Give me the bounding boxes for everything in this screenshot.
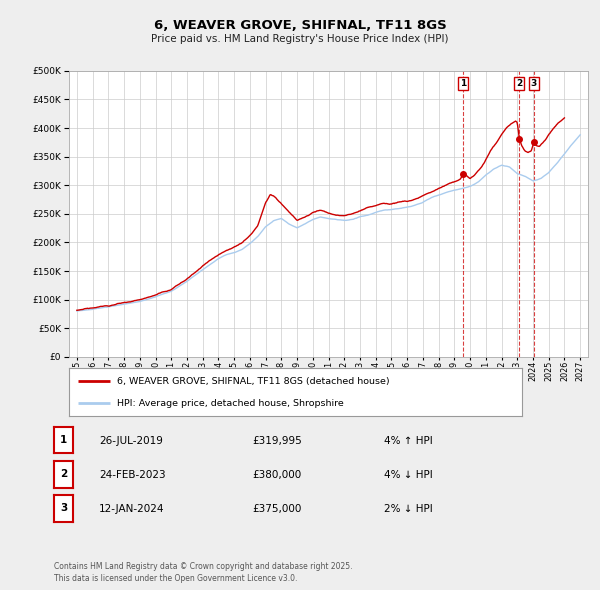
- Text: Contains HM Land Registry data © Crown copyright and database right 2025.
This d: Contains HM Land Registry data © Crown c…: [54, 562, 353, 583]
- Text: 3: 3: [60, 503, 67, 513]
- Text: Price paid vs. HM Land Registry's House Price Index (HPI): Price paid vs. HM Land Registry's House …: [151, 34, 449, 44]
- Text: 3: 3: [530, 79, 537, 88]
- Text: 26-JUL-2019: 26-JUL-2019: [99, 435, 163, 445]
- Text: 1: 1: [60, 435, 67, 445]
- Text: 2: 2: [60, 469, 67, 479]
- Text: £375,000: £375,000: [252, 504, 301, 514]
- Text: 24-FEB-2023: 24-FEB-2023: [99, 470, 166, 480]
- Text: 6, WEAVER GROVE, SHIFNAL, TF11 8GS: 6, WEAVER GROVE, SHIFNAL, TF11 8GS: [154, 19, 446, 32]
- Text: 1: 1: [460, 79, 466, 88]
- Text: 4% ↑ HPI: 4% ↑ HPI: [384, 435, 433, 445]
- Text: HPI: Average price, detached house, Shropshire: HPI: Average price, detached house, Shro…: [116, 399, 343, 408]
- Text: £319,995: £319,995: [252, 435, 302, 445]
- Text: 6, WEAVER GROVE, SHIFNAL, TF11 8GS (detached house): 6, WEAVER GROVE, SHIFNAL, TF11 8GS (deta…: [116, 376, 389, 386]
- Text: £380,000: £380,000: [252, 470, 301, 480]
- Text: 2: 2: [517, 79, 523, 88]
- Text: 12-JAN-2024: 12-JAN-2024: [99, 504, 164, 514]
- Text: 2% ↓ HPI: 2% ↓ HPI: [384, 504, 433, 514]
- Text: 4% ↓ HPI: 4% ↓ HPI: [384, 470, 433, 480]
